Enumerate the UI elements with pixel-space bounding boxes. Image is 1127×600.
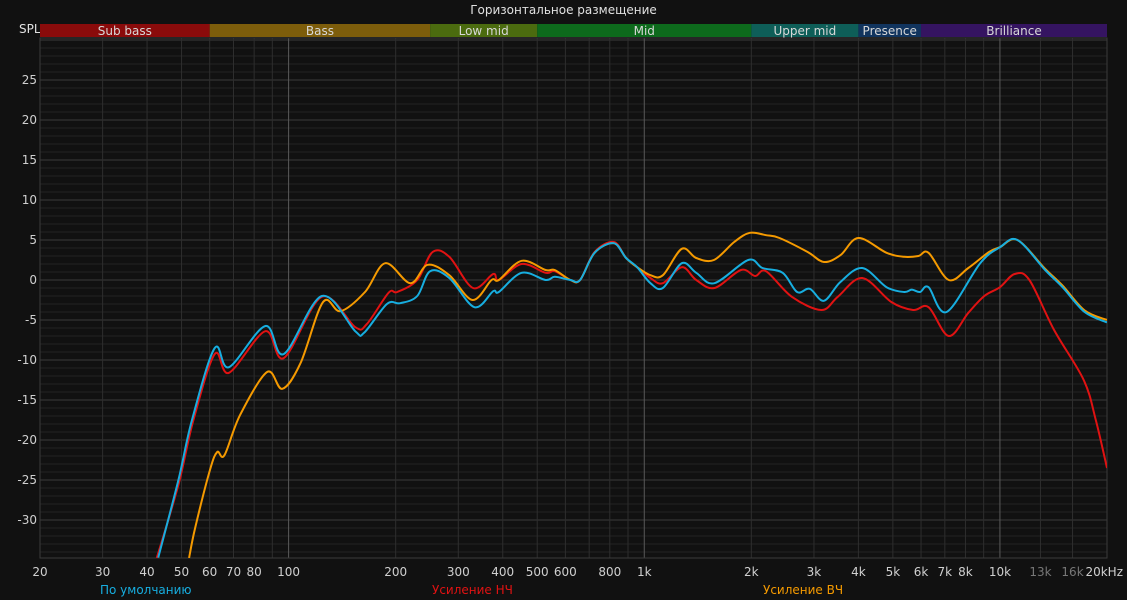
band-low-mid — [430, 24, 538, 37]
x-tick-label: 300 — [447, 565, 470, 579]
x-tick-label: 60 — [202, 565, 217, 579]
y-axis-label: SPL — [19, 22, 41, 36]
x-tick-label: 20 — [32, 565, 47, 579]
x-tick-label: 5k — [886, 565, 901, 579]
y-tick-label: 5 — [29, 233, 37, 247]
band-presence — [858, 24, 922, 37]
y-tick-label: -15 — [17, 393, 37, 407]
x-tick-label: 40 — [139, 565, 154, 579]
y-tick-label: 25 — [22, 73, 37, 87]
band-label: Presence — [863, 24, 917, 38]
y-tick-label: -25 — [17, 473, 37, 487]
x-tick-label: 50 — [174, 565, 189, 579]
chart-title: Горизонтальное размещение — [470, 3, 657, 17]
x-tick-label: 13k — [1029, 565, 1051, 579]
x-tick-label: 200 — [384, 565, 407, 579]
legend-treble-boost[interactable]: Усиление ВЧ — [763, 583, 844, 597]
x-tick-label: 1k — [637, 565, 652, 579]
band-label: Bass — [306, 24, 334, 38]
x-tick-label: 100 — [277, 565, 300, 579]
x-tick-label: 7k — [938, 565, 953, 579]
x-tick-label: 30 — [95, 565, 110, 579]
y-tick-label: -20 — [17, 433, 37, 447]
y-tick-label: 10 — [22, 193, 37, 207]
band-label: Mid — [634, 24, 655, 38]
y-tick-label: -10 — [17, 353, 37, 367]
y-tick-label: 20 — [22, 113, 37, 127]
legend-default[interactable]: По умолчанию — [100, 583, 192, 597]
band-upper-mid — [751, 24, 859, 37]
x-tick-label: 4k — [851, 565, 866, 579]
series-line-default — [157, 237, 1107, 558]
x-tick-label: 80 — [246, 565, 261, 579]
y-tick-label: 0 — [29, 273, 37, 287]
plot-frame — [39, 37, 1108, 559]
band-label: Low mid — [459, 24, 509, 38]
band-label: Upper mid — [773, 24, 836, 38]
legend-bass-boost[interactable]: Усиление НЧ — [432, 583, 513, 597]
band-bass — [209, 24, 431, 37]
band-mid — [537, 24, 752, 37]
x-tick-label: 6k — [914, 565, 929, 579]
x-tick-label: 600 — [554, 565, 577, 579]
x-tick-label: 8k — [958, 565, 973, 579]
x-tick-label: 400 — [491, 565, 514, 579]
x-tick-label: 70 — [226, 565, 241, 579]
band-label: Brilliance — [986, 24, 1041, 38]
x-tick-label: 500 — [526, 565, 549, 579]
x-tick-label: 16k — [1061, 565, 1083, 579]
x-tick-label: 2k — [744, 565, 759, 579]
band-sub-bass — [40, 24, 210, 37]
x-tick-label: 800 — [598, 565, 621, 579]
y-tick-label: 15 — [22, 153, 37, 167]
y-tick-label: -5 — [25, 313, 37, 327]
x-tick-label: 10k — [989, 565, 1011, 579]
band-brilliance — [921, 24, 1107, 37]
band-label: Sub bass — [98, 24, 152, 38]
y-tick-label: -30 — [17, 513, 37, 527]
x-tick-label: 3k — [807, 565, 822, 579]
x-tick-label: 20kHz — [1085, 565, 1123, 579]
